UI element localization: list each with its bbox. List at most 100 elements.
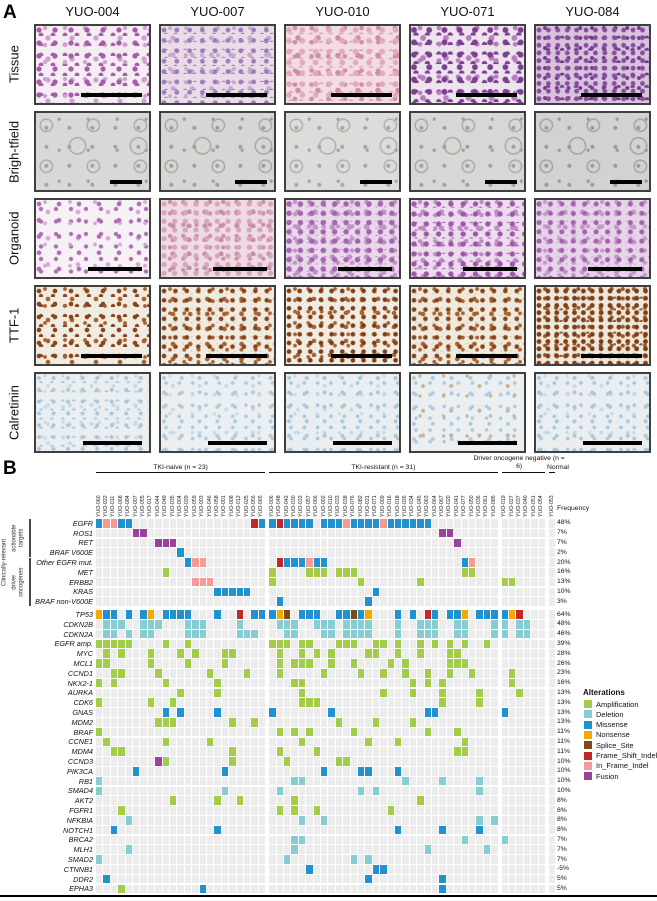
gene-label: NOTCH1 <box>63 825 93 835</box>
matrix-cell-empty <box>516 816 523 825</box>
matrix-cell-empty <box>244 816 251 825</box>
legend-item-label: Missense <box>596 720 628 730</box>
matrix-cell-empty <box>409 587 417 597</box>
matrix-cell-empty <box>432 649 439 658</box>
matrix-cell-A <box>306 639 313 649</box>
gene-label: CDKN2B <box>63 619 93 629</box>
matrix-cell-empty <box>461 577 468 587</box>
matrix-cell-empty <box>402 884 409 894</box>
matrix-cell-empty <box>110 587 118 597</box>
matrix-cell-empty <box>365 835 372 845</box>
matrix-cell-empty <box>402 568 409 577</box>
matrix-cell-empty <box>298 757 306 766</box>
matrix-cell-empty <box>199 708 206 717</box>
frequency-value: 7% <box>557 836 567 843</box>
matrix-cell-empty <box>343 587 350 597</box>
panel-a-image-organoid-yuo-010 <box>284 198 401 279</box>
matrix-cell-empty <box>306 874 313 884</box>
panel-a-column-header: YUO-084 <box>565 4 620 19</box>
matrix-cell-empty <box>509 620 516 629</box>
matrix-cell-empty <box>162 548 169 557</box>
matrix-cell-empty <box>199 757 206 766</box>
matrix-cell-empty <box>395 806 402 815</box>
matrix-cell-empty <box>469 708 476 717</box>
matrix-cell-empty <box>147 577 155 587</box>
matrix-cell-empty <box>387 825 394 835</box>
matrix-cell-empty <box>523 718 531 727</box>
matrix-cell-empty <box>251 747 258 756</box>
column-group-bracket <box>549 472 556 474</box>
matrix-cell-D <box>516 629 523 639</box>
matrix-cell-empty <box>276 874 283 884</box>
matrix-cell-empty <box>170 825 177 835</box>
matrix-cell-empty <box>284 538 291 548</box>
matrix-cell-empty <box>516 587 523 597</box>
matrix-cell-empty <box>461 776 468 786</box>
matrix-cell-empty <box>469 767 476 776</box>
matrix-cell-empty <box>251 884 258 894</box>
matrix-cell-empty <box>335 688 343 698</box>
matrix-cell-empty <box>446 865 454 874</box>
matrix-cell-empty <box>251 620 258 629</box>
matrix-cell-empty <box>343 538 350 548</box>
matrix-cell-empty <box>523 747 531 756</box>
matrix-cell-empty <box>335 776 343 786</box>
matrix-cell-empty <box>155 874 162 884</box>
matrix-cell-empty <box>365 577 372 587</box>
matrix-cell-empty <box>321 845 328 854</box>
matrix-cell-empty <box>184 865 192 874</box>
matrix-cell-empty <box>538 855 545 864</box>
matrix-cell-empty <box>110 806 118 815</box>
scale-bar <box>331 92 392 97</box>
matrix-cell-M <box>313 610 320 619</box>
matrix-cell-A <box>358 577 365 587</box>
matrix-cell-M <box>321 519 328 528</box>
matrix-cell-empty <box>491 678 498 688</box>
matrix-cell-empty <box>140 649 147 658</box>
matrix-cell-empty <box>258 639 266 649</box>
matrix-cell-empty <box>96 688 103 698</box>
matrix-cell-empty <box>269 688 276 698</box>
matrix-cell-empty <box>523 597 531 606</box>
matrix-cell-empty <box>199 698 206 707</box>
matrix-cell-empty <box>214 835 221 845</box>
matrix-cell-empty <box>454 669 461 678</box>
matrix-cell-empty <box>335 767 343 776</box>
matrix-cell-A <box>118 806 125 815</box>
matrix-cell-empty <box>491 528 498 538</box>
sample-label: YUO-018 <box>394 495 401 517</box>
matrix-cell-empty <box>103 865 110 874</box>
matrix-cell-empty <box>439 538 446 548</box>
matrix-cell-empty <box>365 747 372 756</box>
matrix-cell-empty <box>251 568 258 577</box>
matrix-cell-empty <box>483 816 491 825</box>
matrix-cell-empty <box>501 884 508 894</box>
matrix-cell-empty <box>133 776 140 786</box>
matrix-cell-empty <box>523 767 531 776</box>
matrix-cell-empty <box>549 737 556 747</box>
matrix-cell-empty <box>170 816 177 825</box>
matrix-cell-empty <box>358 865 365 874</box>
matrix-cell-empty <box>454 678 461 688</box>
matrix-cell-U <box>446 528 454 538</box>
legend-item-label: Splice_Site <box>596 740 634 750</box>
matrix-cell-empty <box>133 747 140 756</box>
matrix-cell-empty <box>380 568 387 577</box>
matrix-cell-empty <box>207 825 214 835</box>
matrix-cell-D <box>350 855 357 864</box>
matrix-cell-empty <box>269 884 276 894</box>
row-group-label-actionable: actionable <box>11 524 18 552</box>
matrix-cell-empty <box>409 825 417 835</box>
matrix-cell-empty <box>335 816 343 825</box>
matrix-cell-empty <box>140 718 147 727</box>
matrix-cell-empty <box>258 659 266 668</box>
matrix-cell-empty <box>321 639 328 649</box>
matrix-cell-A <box>162 639 169 649</box>
matrix-cell-empty <box>372 659 380 668</box>
matrix-cell-empty <box>170 558 177 567</box>
matrix-cell-empty <box>432 884 439 894</box>
matrix-cell-empty <box>306 669 313 678</box>
matrix-cell-empty <box>380 718 387 727</box>
matrix-cell-empty <box>177 845 184 854</box>
matrix-cell-empty <box>387 855 394 864</box>
